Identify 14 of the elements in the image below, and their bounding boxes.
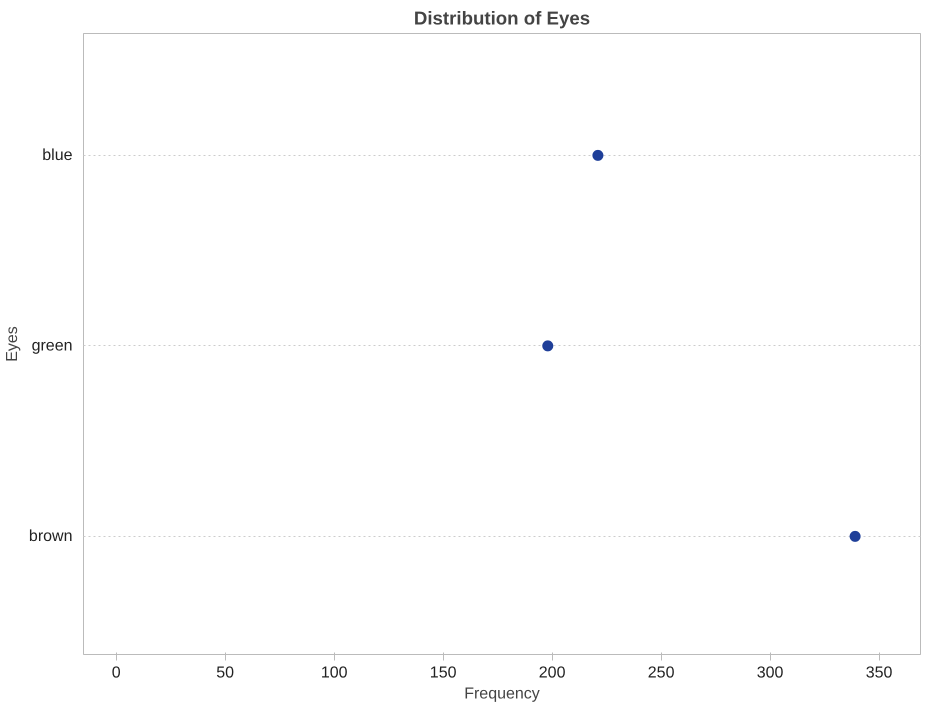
x-tick-label: 0 [112,664,121,682]
x-tick-label: 50 [216,664,234,682]
y-tick-label: blue [42,146,73,164]
x-tick-label: 100 [320,664,348,682]
x-axis-title: Frequency [464,686,540,702]
x-tick-label: 300 [756,664,784,682]
x-tick-label: 150 [430,664,457,682]
x-tick-label: 250 [648,664,675,682]
x-tick-label: 200 [538,664,566,682]
y-axis-title: Eyes [4,326,21,362]
x-tick-label: 350 [866,664,893,682]
y-tick-label: green [32,337,72,354]
y-tick-label: brown [28,528,72,545]
chart-title: Distribution of Eyes [414,8,590,28]
